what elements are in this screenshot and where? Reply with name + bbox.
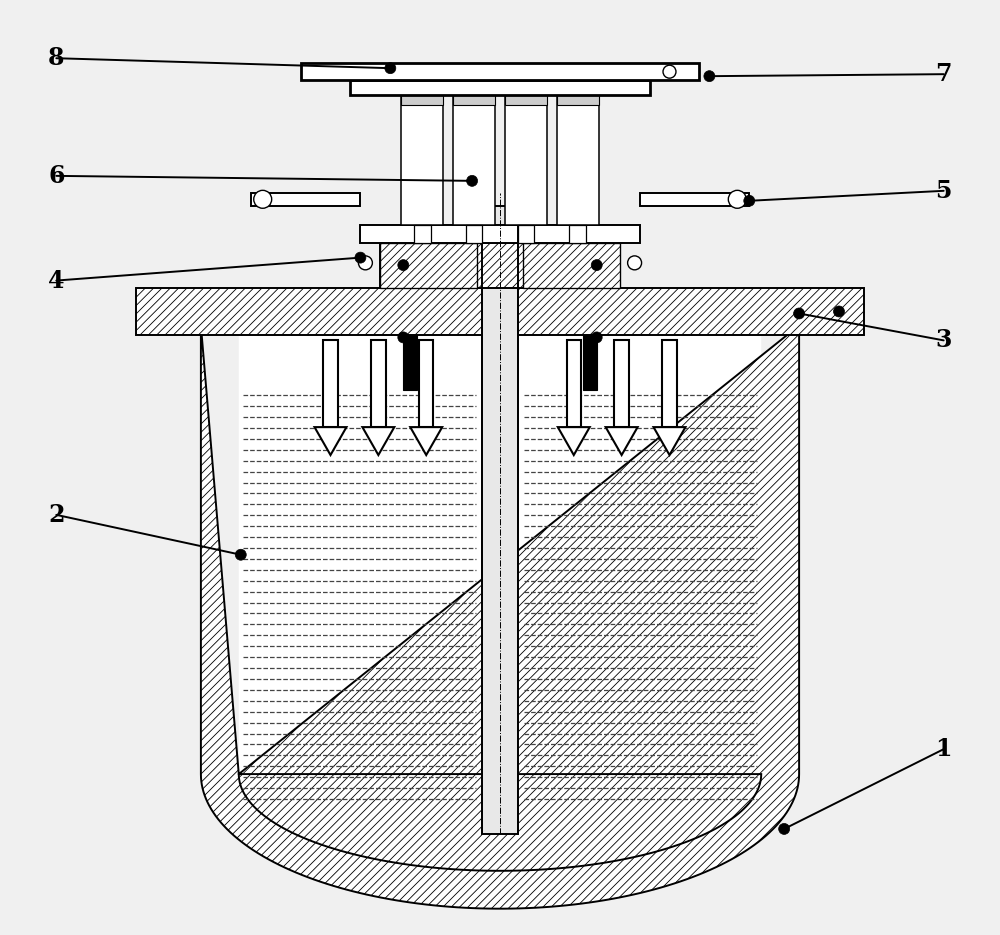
Bar xyxy=(557,95,599,105)
Bar xyxy=(453,95,495,105)
Text: 6: 6 xyxy=(48,164,65,188)
Bar xyxy=(401,95,443,105)
Bar xyxy=(136,288,864,336)
Bar xyxy=(360,224,640,243)
Bar xyxy=(482,206,518,834)
Circle shape xyxy=(591,332,602,343)
Polygon shape xyxy=(410,427,442,455)
Circle shape xyxy=(398,260,409,270)
Bar xyxy=(614,340,629,427)
Text: 4: 4 xyxy=(48,268,65,293)
Polygon shape xyxy=(239,325,761,870)
Bar xyxy=(518,224,534,243)
Bar xyxy=(453,95,495,224)
Bar xyxy=(523,243,620,288)
Circle shape xyxy=(591,260,602,270)
Bar xyxy=(350,80,650,95)
Bar xyxy=(401,95,443,224)
Bar xyxy=(557,95,599,224)
Circle shape xyxy=(779,824,790,834)
Circle shape xyxy=(385,63,396,74)
Text: 5: 5 xyxy=(935,179,952,203)
Text: 2: 2 xyxy=(48,503,65,526)
Bar xyxy=(569,224,586,243)
Circle shape xyxy=(254,191,272,209)
Text: 1: 1 xyxy=(935,737,952,761)
Circle shape xyxy=(704,71,715,81)
Text: 3: 3 xyxy=(935,328,952,352)
Circle shape xyxy=(728,191,746,209)
Bar xyxy=(323,340,338,427)
Bar xyxy=(403,336,417,390)
Polygon shape xyxy=(315,427,346,455)
Bar xyxy=(380,243,620,288)
Bar xyxy=(301,64,699,80)
Bar xyxy=(505,95,547,105)
Text: 7: 7 xyxy=(935,62,952,86)
Bar xyxy=(251,193,360,206)
Circle shape xyxy=(744,195,755,207)
Polygon shape xyxy=(362,427,394,455)
Circle shape xyxy=(663,65,676,79)
Text: 8: 8 xyxy=(48,46,65,70)
Bar xyxy=(567,340,581,427)
Circle shape xyxy=(358,256,372,270)
Bar xyxy=(371,340,386,427)
Polygon shape xyxy=(558,427,590,455)
Circle shape xyxy=(235,549,246,560)
Bar xyxy=(419,340,433,427)
Bar xyxy=(640,193,749,206)
Circle shape xyxy=(355,252,366,263)
Bar xyxy=(414,224,431,243)
Bar xyxy=(662,340,677,427)
Bar xyxy=(583,336,597,390)
Circle shape xyxy=(628,256,642,270)
Circle shape xyxy=(794,308,805,319)
Bar xyxy=(380,243,477,288)
Bar xyxy=(466,224,482,243)
Polygon shape xyxy=(201,325,799,909)
Polygon shape xyxy=(654,427,685,455)
Bar xyxy=(505,95,547,224)
Circle shape xyxy=(834,306,844,317)
Circle shape xyxy=(398,332,409,343)
Circle shape xyxy=(467,176,478,186)
Polygon shape xyxy=(606,427,638,455)
